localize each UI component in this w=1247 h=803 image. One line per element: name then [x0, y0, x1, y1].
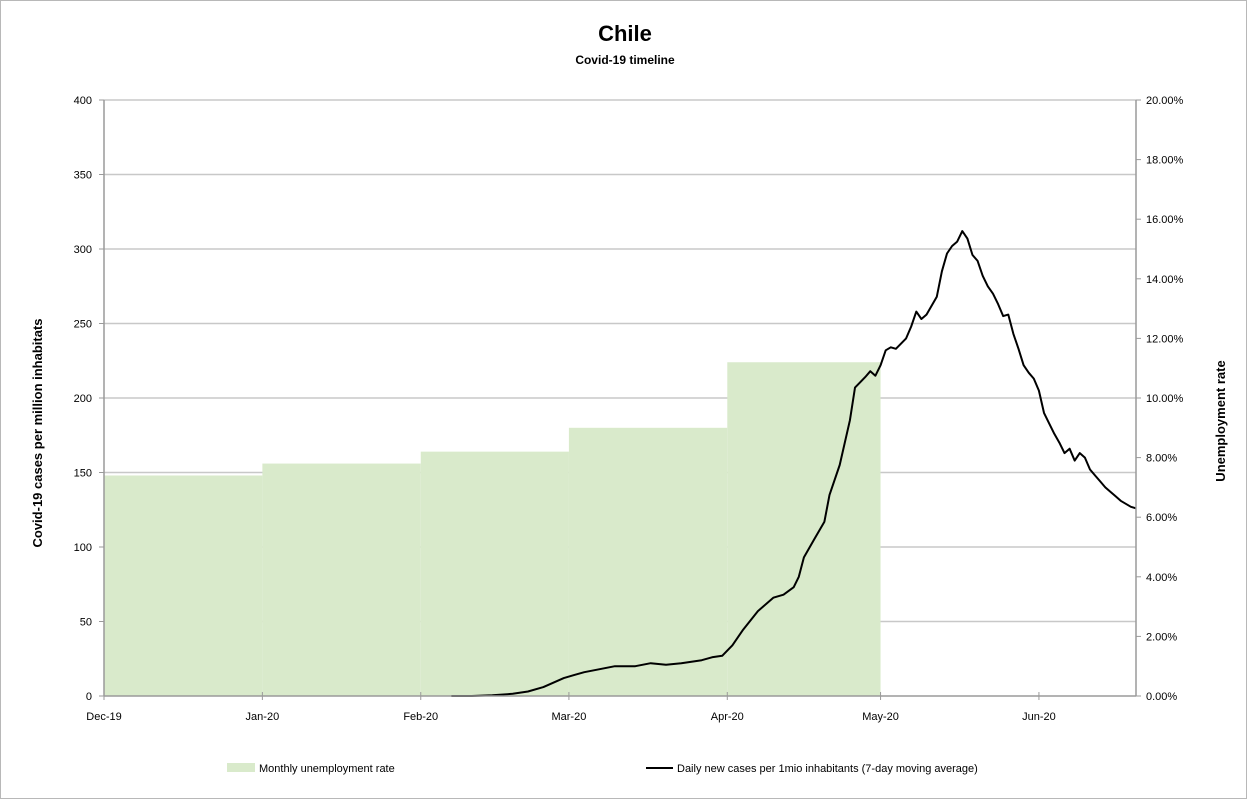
y2-tick-label: 10.00%: [1146, 393, 1184, 405]
y2-tick-label: 14.00%: [1146, 274, 1184, 286]
y2-tick-label: 16.00%: [1146, 214, 1184, 226]
y-axis-title: Covid-19 cases per million inhabitats: [30, 318, 45, 547]
x-tick-label: Apr-20: [711, 711, 744, 723]
y2-tick-label: 18.00%: [1146, 155, 1184, 167]
y-tick-label: 400: [74, 95, 92, 107]
x-tick-label: May-20: [862, 711, 899, 723]
chart-title: Chile: [598, 21, 652, 46]
y2-tick-label: 12.00%: [1146, 333, 1184, 345]
unemployment-bar: [727, 362, 881, 696]
unemployment-bar: [420, 451, 569, 696]
unemployment-bar: [262, 463, 421, 696]
legend-label-cases: Daily new cases per 1mio inhabitants (7-…: [677, 763, 978, 775]
chart-subtitle: Covid-19 timeline: [575, 53, 675, 67]
y2-tick-label: 20.00%: [1146, 95, 1184, 107]
x-tick-label: Mar-20: [551, 711, 586, 723]
x-tick-label: Dec-19: [86, 711, 121, 723]
y-tick-label: 50: [80, 617, 92, 629]
x-tick-label: Feb-20: [403, 711, 438, 723]
y-tick-label: 0: [86, 691, 92, 703]
legend-label-unemployment: Monthly unemployment rate: [259, 763, 395, 775]
y2-axis-title: Unemployment rate: [1213, 360, 1228, 481]
y2-tick-label: 2.00%: [1146, 631, 1177, 643]
y2-tick-label: 4.00%: [1146, 572, 1177, 584]
unemployment-bar: [104, 475, 263, 696]
x-tick-label: Jun-20: [1022, 711, 1056, 723]
y-tick-label: 200: [74, 393, 92, 405]
y-tick-label: 300: [74, 244, 92, 256]
y2-tick-label: 0.00%: [1146, 691, 1177, 703]
y2-tick-label: 8.00%: [1146, 453, 1177, 465]
y-tick-label: 100: [74, 542, 92, 554]
y-tick-label: 250: [74, 319, 92, 331]
y-tick-label: 350: [74, 170, 92, 182]
y2-tick-label: 6.00%: [1146, 512, 1177, 524]
x-tick-label: Jan-20: [246, 711, 280, 723]
unemployment-bar: [568, 427, 728, 696]
y-tick-label: 150: [74, 468, 92, 480]
legend-swatch-unemployment: [227, 763, 255, 772]
cases-line: [451, 230, 1137, 697]
